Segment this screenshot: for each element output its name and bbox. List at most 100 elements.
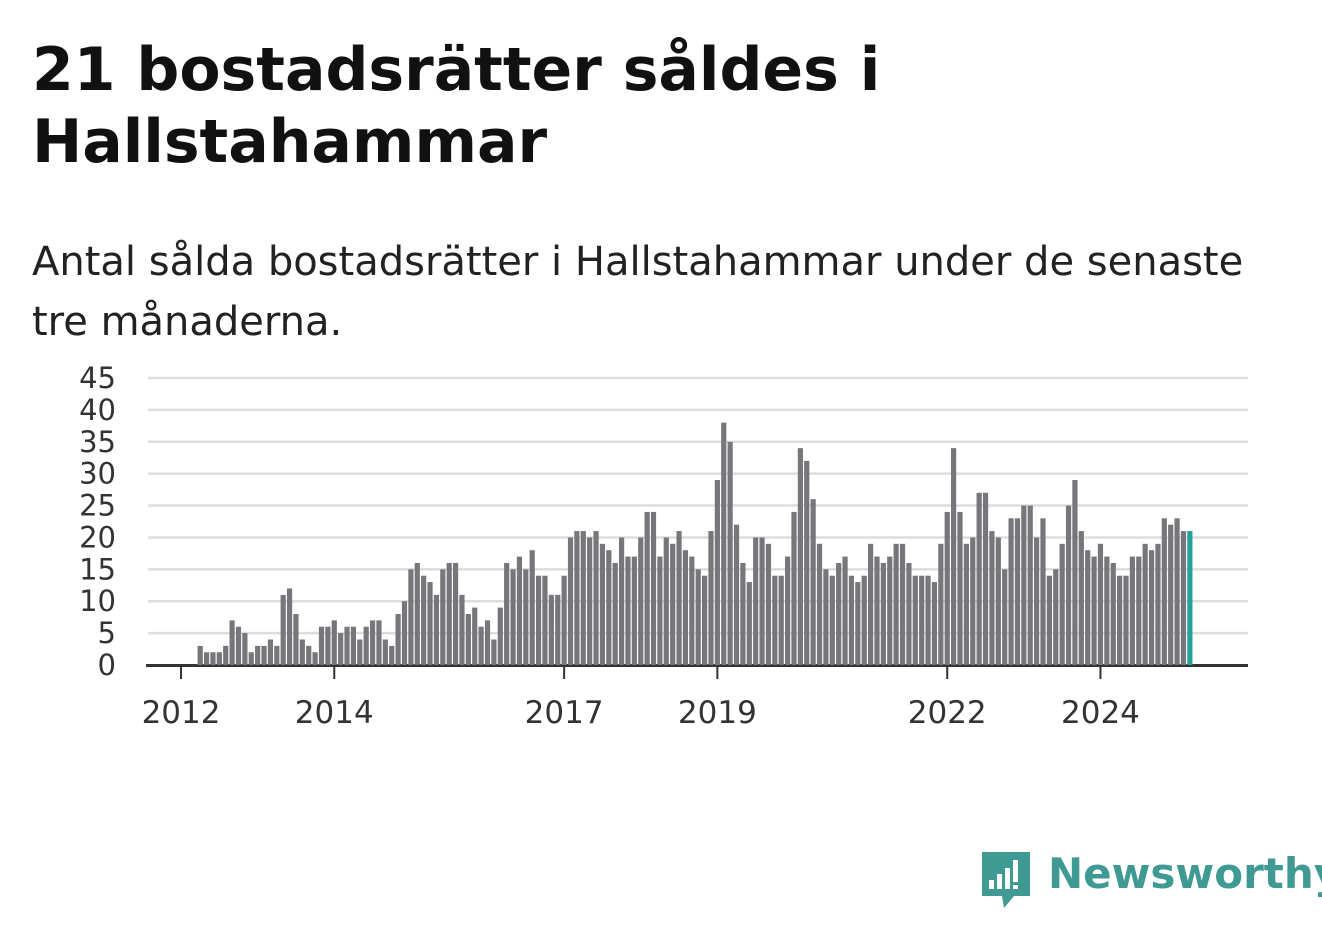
y-tick-label: 20	[79, 520, 116, 554]
bar	[772, 575, 778, 665]
bar	[561, 575, 567, 665]
bar	[587, 537, 593, 665]
bar	[1168, 524, 1174, 665]
bar	[357, 639, 363, 665]
bars	[197, 422, 1193, 665]
bar	[261, 645, 267, 665]
bar	[1187, 531, 1193, 665]
bar	[459, 594, 465, 665]
bar	[382, 639, 388, 665]
x-tick-label: 2024	[1061, 695, 1140, 731]
bar	[733, 524, 740, 665]
bar	[663, 537, 669, 665]
bar	[887, 556, 893, 665]
y-tick-label: 30	[79, 457, 116, 491]
bar	[542, 575, 548, 665]
bar	[963, 543, 969, 665]
bar	[452, 562, 459, 665]
bar	[714, 480, 720, 665]
bar	[478, 626, 484, 665]
bar	[925, 575, 931, 665]
bar	[1002, 569, 1008, 665]
bar	[1059, 543, 1065, 665]
bar	[746, 582, 752, 665]
bar	[899, 543, 906, 665]
bar	[765, 543, 772, 665]
bar	[1174, 518, 1180, 665]
bar-chart-speech-bubble-icon	[982, 852, 1030, 908]
grid-lines	[146, 376, 1248, 667]
bar	[484, 620, 491, 665]
bar	[203, 652, 210, 665]
bar	[957, 511, 963, 665]
bar	[255, 645, 261, 665]
bar	[267, 639, 274, 665]
bar	[293, 613, 299, 665]
bar	[344, 626, 350, 665]
bar	[721, 422, 727, 665]
bar	[785, 556, 791, 665]
bar	[1104, 556, 1110, 665]
bar	[989, 531, 995, 665]
bar	[395, 613, 401, 665]
bar	[580, 531, 586, 665]
bar	[306, 645, 312, 665]
bar	[657, 556, 663, 665]
y-tick-label: 45	[79, 361, 116, 395]
bar	[689, 556, 695, 665]
bar	[1065, 505, 1072, 665]
chart-subtitle: Antal sålda bostadsrätter i Hallstahamma…	[32, 239, 1244, 345]
bar	[1072, 480, 1078, 665]
bar	[1034, 537, 1040, 665]
bar	[567, 537, 574, 665]
bar	[1053, 569, 1059, 665]
bar	[325, 626, 331, 665]
bar	[446, 562, 452, 665]
bar	[618, 537, 625, 665]
y-tick-label: 15	[79, 552, 116, 586]
bar	[810, 499, 816, 665]
bar	[823, 569, 829, 665]
bar	[1046, 575, 1052, 665]
bar	[753, 537, 759, 665]
y-tick-label: 5	[98, 616, 116, 650]
bar	[708, 531, 714, 665]
bar	[931, 582, 938, 665]
bar	[497, 607, 503, 665]
bar	[606, 550, 612, 665]
bar	[778, 575, 784, 665]
bar	[248, 652, 254, 665]
bar	[612, 562, 618, 665]
bar	[369, 620, 376, 665]
newsworthy-logo: Newsworthy	[980, 850, 1322, 914]
bar	[791, 511, 797, 665]
bar	[682, 550, 689, 665]
bar	[995, 537, 1001, 665]
bar	[848, 575, 855, 665]
bar	[759, 537, 765, 665]
bar	[1180, 531, 1187, 665]
bar	[197, 645, 203, 665]
bar	[804, 460, 810, 665]
bar	[676, 531, 682, 665]
bar	[363, 626, 369, 665]
bar	[1148, 550, 1155, 665]
bar	[408, 569, 414, 665]
bar	[740, 562, 746, 665]
bar	[938, 543, 944, 665]
page-title: 21 bostadsrätter såldes i Hallstahammar	[32, 35, 881, 177]
bar	[701, 575, 708, 665]
x-tick-label: 2012	[142, 695, 221, 731]
bar	[286, 588, 293, 665]
bar	[331, 620, 337, 665]
bar	[1027, 505, 1033, 665]
bar	[625, 556, 631, 665]
bar	[1091, 556, 1097, 665]
bar	[1136, 556, 1142, 665]
bar	[816, 543, 823, 665]
bar	[312, 652, 318, 665]
x-tick-label: 2019	[678, 695, 757, 731]
x-tick-label: 2014	[295, 695, 374, 731]
bar	[893, 543, 899, 665]
